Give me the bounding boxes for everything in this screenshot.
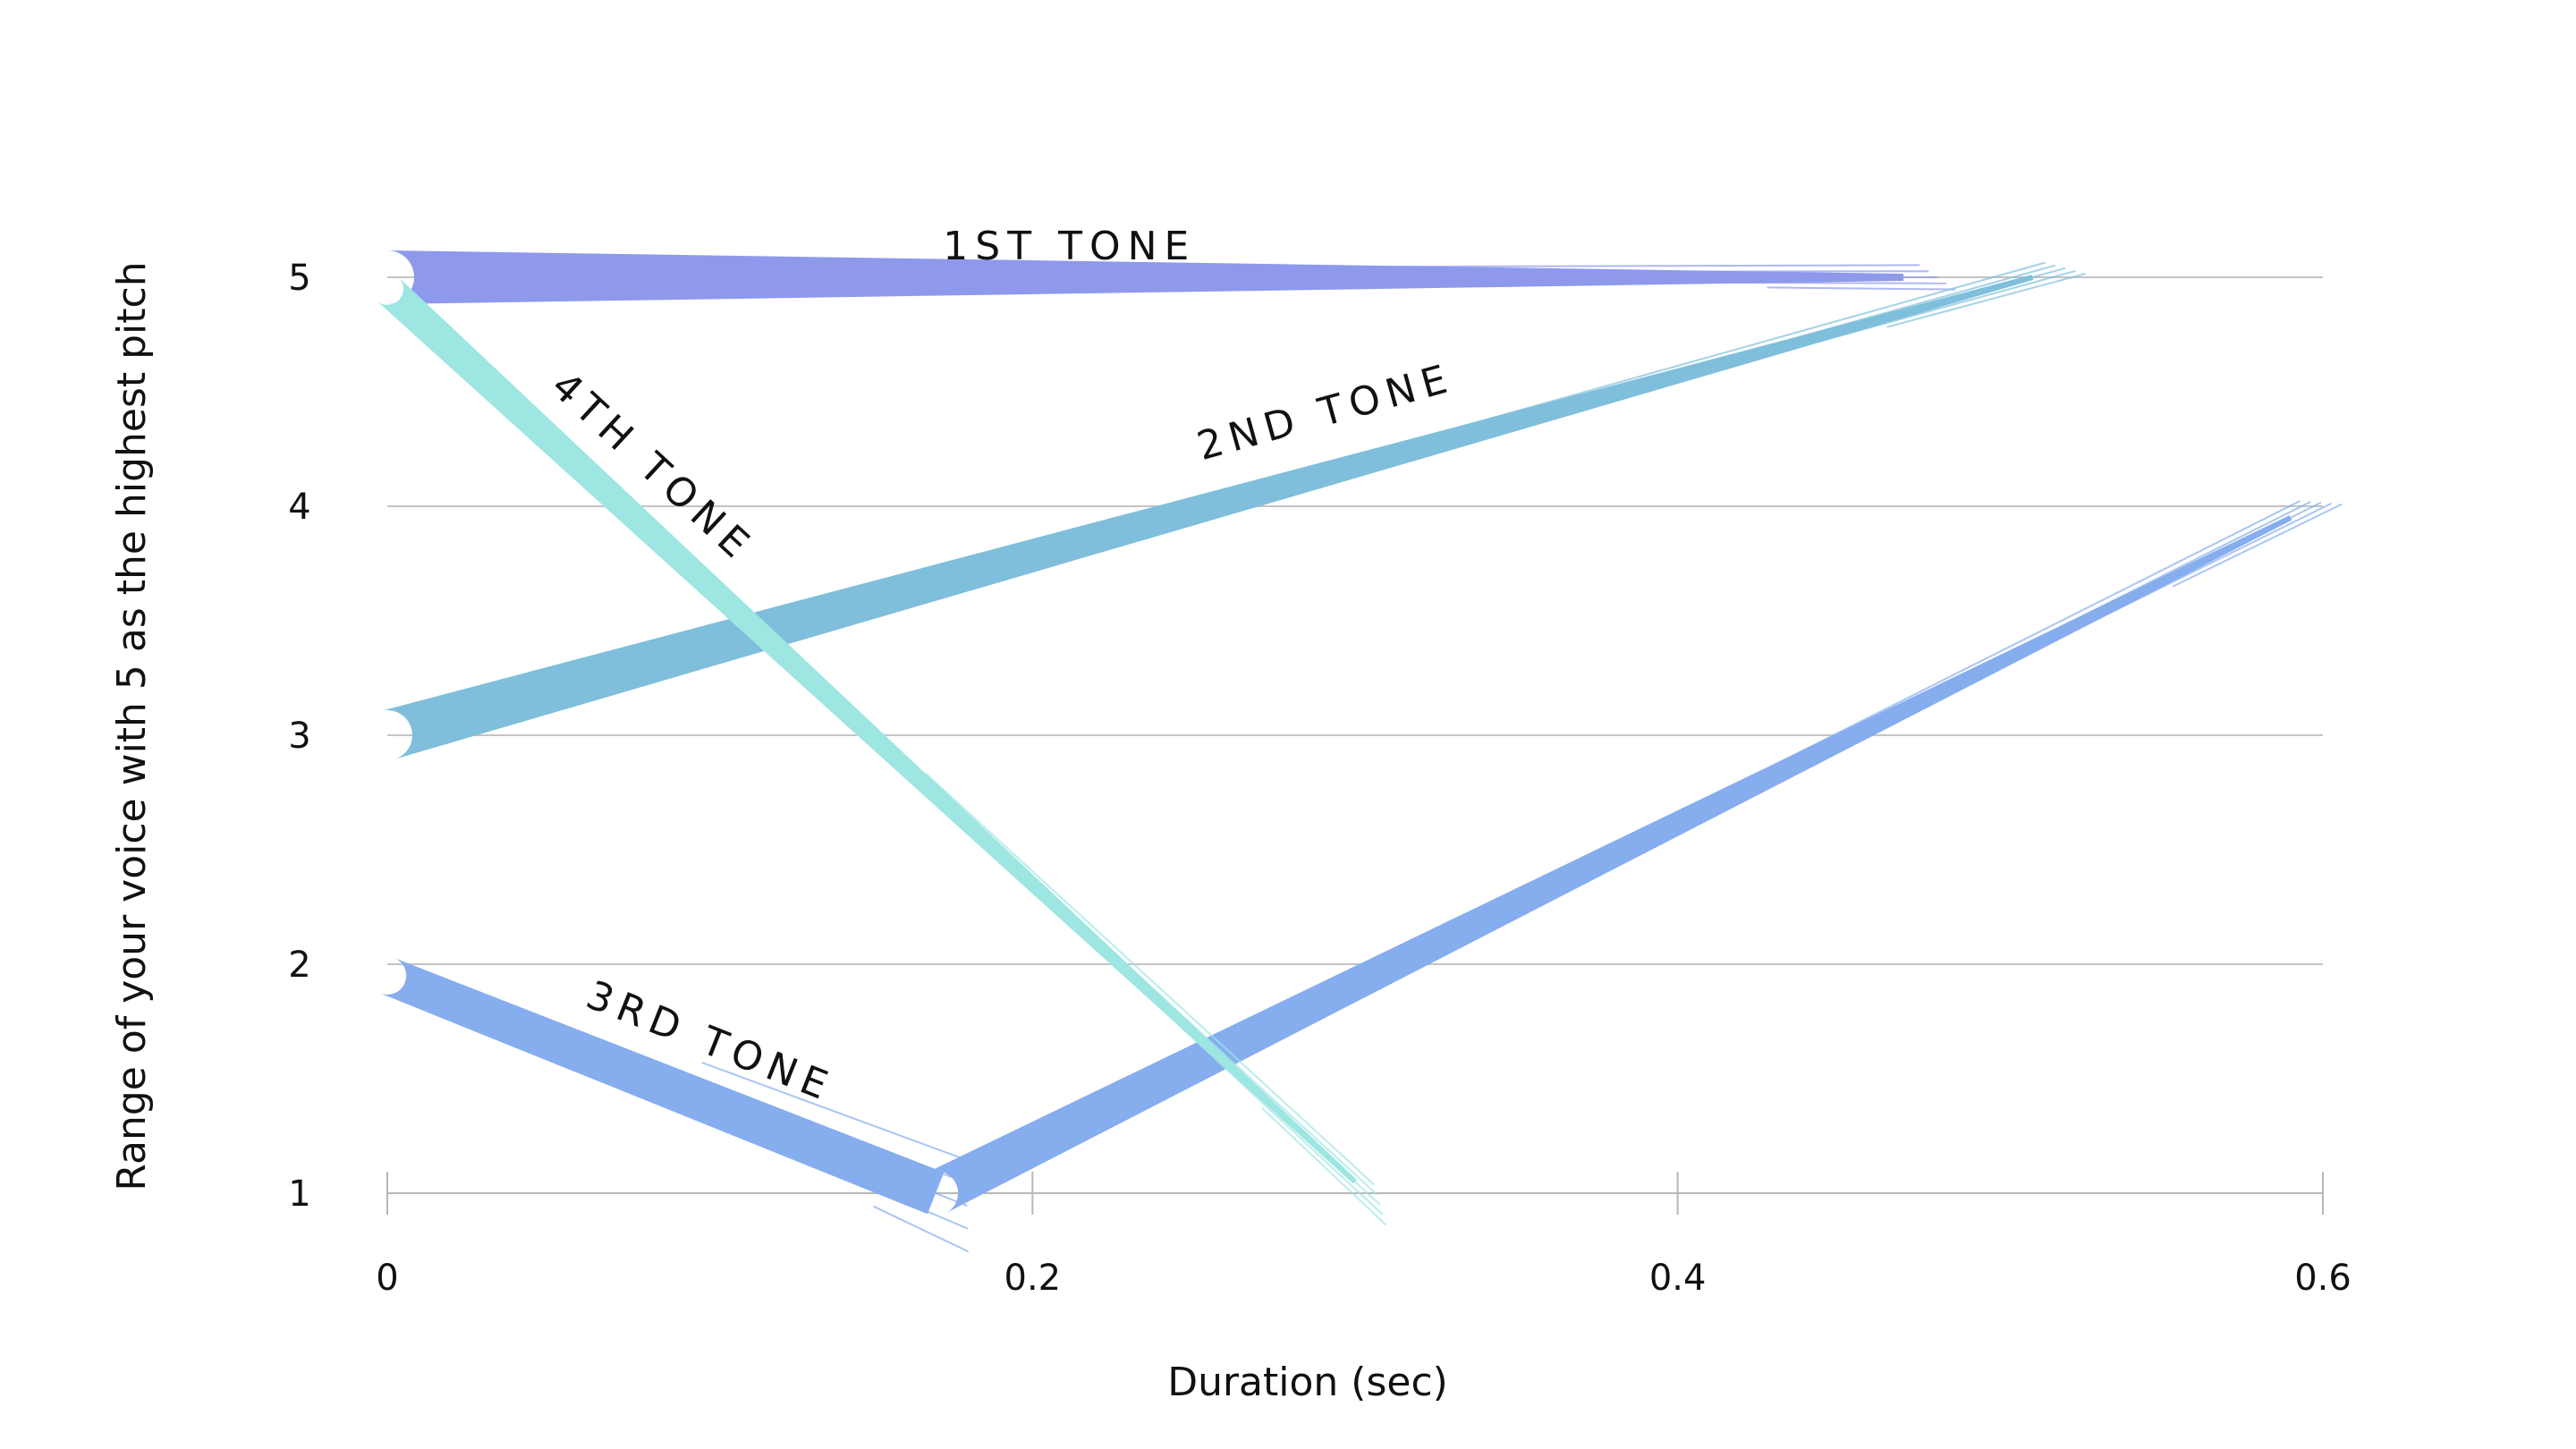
x-axis-title: Duration (sec): [1167, 1360, 1448, 1405]
series-mark-3-seg-2-bristle: [1924, 501, 2322, 701]
series-mark-2-bristle: [1737, 269, 2076, 365]
series-mark-3-seg-1-bristle: [744, 1097, 968, 1184]
series-mark-1: [387, 250, 1904, 304]
series-mark-3-seg-2-bristle: [2048, 502, 2333, 645]
series-mark-3-seg-2-bristle: [2172, 503, 2343, 588]
series-mark-3-seg-2-bristle: [1800, 501, 2311, 758]
series-mark-3-seg-1: [380, 958, 945, 1215]
series-mark-3-seg-2-bristle: [1676, 500, 2301, 815]
series-4: [376, 276, 1387, 1226]
x-tick-label-0.2: 0.2: [1004, 1258, 1062, 1299]
series-3: [380, 500, 2343, 1253]
series-mark-2-bristle: [1289, 261, 2046, 476]
series-2: [380, 261, 2086, 759]
series-mark-1-bristle: [1221, 264, 1920, 268]
axis-layer: 1 2 3 4 5 0 0.2 0.4 0.6: [288, 258, 2351, 1299]
x-tick-label-0.4: 0.4: [1649, 1258, 1707, 1299]
series-mark-3-seg-1-bristle: [830, 1169, 969, 1230]
y-tick-label-5: 5: [288, 258, 310, 299]
y-tick-label-2: 2: [288, 945, 310, 986]
series-mark-4-bristle: [1177, 1023, 1384, 1216]
x-tick-label-0.6: 0.6: [2294, 1258, 2351, 1299]
series-mark-2-bristle: [1588, 267, 2066, 402]
series-mark-4-bristle: [1009, 856, 1378, 1196]
series-1: [387, 250, 1956, 304]
series-mark-2-bristle: [1886, 273, 2086, 328]
series-label-1: 1ST TONE: [943, 224, 1196, 269]
y-tick-label-4: 4: [288, 487, 310, 528]
x-tick-label-0: 0: [376, 1258, 398, 1299]
y-axis-title: Range of your voice with 5 as the highes…: [109, 261, 155, 1191]
y-tick-label-3: 3: [288, 716, 310, 757]
y-tick-label-1: 1: [288, 1174, 310, 1215]
series-mark-4-bristle: [1093, 939, 1381, 1206]
series-mark-4-bristle: [925, 772, 1376, 1186]
series-layer: [376, 250, 2343, 1253]
series-mark-3-seg-2: [925, 515, 2292, 1214]
series-mark-2: [380, 275, 2034, 759]
series-mark-3-seg-1-bristle: [701, 1062, 967, 1161]
series-mark-4-bristle: [1261, 1106, 1387, 1226]
series-mark-1-bristle: [1357, 270, 1929, 274]
series-mark-1-bristle: [1631, 281, 1947, 284]
series-mark-2-bristle: [1438, 264, 2056, 439]
series-mark-1-bristle: [1767, 286, 1956, 291]
series-mark-3-seg-1-bristle: [787, 1133, 968, 1207]
series-mark-3-seg-1-bristle: [873, 1205, 970, 1253]
